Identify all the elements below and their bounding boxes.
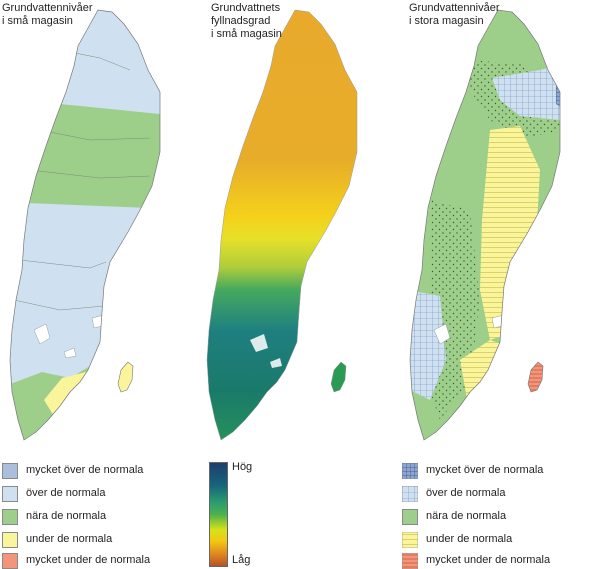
map-large-aquifers-levels: [409, 9, 561, 441]
legend-swatch: [2, 553, 18, 569]
legend-swatch: [2, 509, 18, 525]
legend-swatch: [2, 486, 18, 502]
legend-swatch: [402, 532, 418, 548]
panel-title-fill-degree: Grundvattnets fyllnadsgrad i små magasin: [211, 2, 282, 40]
panel-title-large-levels: Grundvattennivåer i stora magasin: [409, 2, 500, 27]
legend-label: mycket under de normala: [26, 554, 151, 566]
legend-swatch: [402, 553, 418, 569]
legend-label: under de normala: [426, 533, 513, 545]
panel-title-small-levels: Grundvattennivåer i små magasin: [2, 2, 93, 27]
legend-label: över de normala: [426, 487, 506, 499]
legend-label: mycket över de normala: [426, 464, 544, 476]
legend-label: under de normala: [26, 533, 113, 545]
legend-label: över de normala: [26, 487, 106, 499]
map-fill-degree: [206, 9, 358, 441]
legend-swatch: [402, 463, 418, 479]
legend-label: nära de normala: [26, 510, 107, 522]
legend-label: mycket under de normala: [426, 554, 551, 566]
legend-low-label: Låg: [232, 554, 251, 566]
map-small-aquifers-levels: [9, 9, 161, 441]
fill-degree-gradient-bar: [209, 462, 228, 567]
legend-swatch: [2, 463, 18, 479]
legend-swatch: [2, 532, 18, 548]
legend-swatch: [402, 509, 418, 525]
legend-label: nära de normala: [426, 510, 507, 522]
legend-swatch: [402, 486, 418, 502]
legend-label: mycket över de normala: [26, 464, 144, 476]
legend-high-label: Hög: [232, 461, 253, 473]
